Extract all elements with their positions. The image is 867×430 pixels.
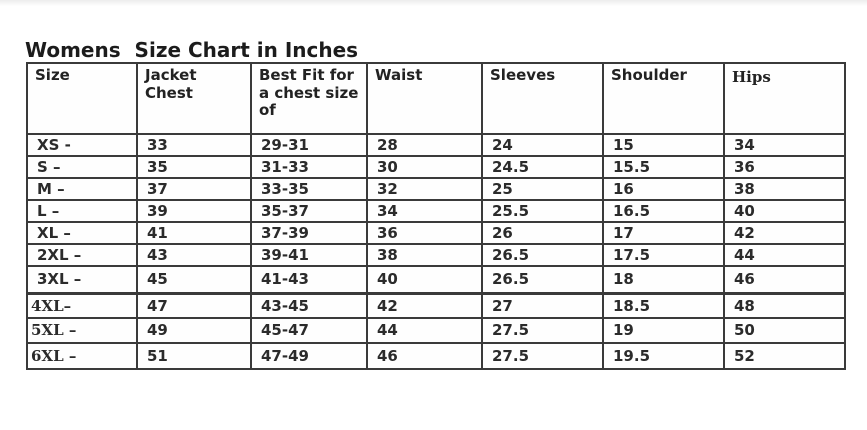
table-body: XS -33 29-31 28 24 15 34 S –35 31-33 30 24.5 15.5 3… — [26, 133, 846, 370]
table-row: L –39 35-37 34 25.5 16.5 40 — [26, 199, 846, 223]
column-header-size: Size — [26, 62, 138, 135]
value-cell: 28 — [366, 133, 483, 157]
value-cell: 26.5 — [481, 243, 604, 267]
value-cell: 36 — [366, 221, 483, 245]
value-cell: 27.5 — [481, 342, 604, 370]
value-cell: 35 — [136, 155, 252, 179]
value-cell: 16.5 — [602, 199, 725, 223]
value-cell: 18 — [602, 265, 725, 295]
value-cell: 37-39 — [250, 221, 368, 245]
value-cell: 16 — [602, 177, 725, 201]
value-cell: 17 — [602, 221, 725, 245]
value-cell: 40 — [723, 199, 846, 223]
value-cell: 34 — [723, 133, 846, 157]
value-cell: 48 — [723, 292, 846, 319]
value-cell: 25 — [481, 177, 604, 201]
value-cell: 38 — [723, 177, 846, 201]
value-cell: 50 — [723, 317, 846, 344]
value-cell: 19 — [602, 317, 725, 344]
value-cell: 39 — [136, 199, 252, 223]
value-cell: 43-45 — [250, 292, 368, 319]
value-cell: 19.5 — [602, 342, 725, 370]
value-cell: 33 — [136, 133, 252, 157]
table-row: 3XL –45 41-43 40 26.5 18 46 — [26, 265, 846, 295]
value-cell: 31-33 — [250, 155, 368, 179]
value-cell: 49 — [136, 317, 252, 344]
table-row: 4XL– 47 43-45 42 27 18.5 48 — [26, 292, 846, 319]
value-cell: 52 — [723, 342, 846, 370]
size-label-cell: 2XL – — [26, 243, 138, 267]
value-cell: 41 — [136, 221, 252, 245]
value-cell: 24 — [481, 133, 604, 157]
page-title: Womens Size Chart in Inches — [25, 38, 359, 62]
value-cell: 47 — [136, 292, 252, 319]
value-cell: 39-41 — [250, 243, 368, 267]
column-header-jacket-chest: Jacket Chest — [136, 62, 252, 135]
value-cell: 24.5 — [481, 155, 604, 179]
value-cell: 15.5 — [602, 155, 725, 179]
table-row: S –35 31-33 30 24.5 15.5 36 — [26, 155, 846, 179]
value-cell: 44 — [723, 243, 846, 267]
size-label-cell: S – — [26, 155, 138, 179]
value-cell: 15 — [602, 133, 725, 157]
value-cell: 18.5 — [602, 292, 725, 319]
value-cell: 47-49 — [250, 342, 368, 370]
size-label-cell: 5XL – — [26, 317, 138, 344]
value-cell: 27 — [481, 292, 604, 319]
value-cell: 37 — [136, 177, 252, 201]
value-cell: 38 — [366, 243, 483, 267]
value-cell: 42 — [723, 221, 846, 245]
value-cell: 26 — [481, 221, 604, 245]
size-chart-table: Size Jacket Chest Best Fit for a chest siz… — [26, 62, 846, 370]
value-cell: 46 — [366, 342, 483, 370]
column-header-sleeves: Sleeves — [481, 62, 604, 135]
value-cell: 36 — [723, 155, 846, 179]
value-cell: 34 — [366, 199, 483, 223]
size-label-cell: M – — [26, 177, 138, 201]
size-label-cell: L – — [26, 199, 138, 223]
table-row: 5XL –49 45-47 44 27.5 19 50 — [26, 317, 846, 344]
value-cell: 27.5 — [481, 317, 604, 344]
size-label-cell: 3XL – — [26, 265, 138, 295]
value-cell: 46 — [723, 265, 846, 295]
value-cell: 43 — [136, 243, 252, 267]
value-cell: 42 — [366, 292, 483, 319]
value-cell: 44 — [366, 317, 483, 344]
column-header-waist: Waist — [366, 62, 483, 135]
value-cell: 25.5 — [481, 199, 604, 223]
column-header-shoulder: Shoulder — [602, 62, 725, 135]
table-row: 6XL –51 47-49 46 27.5 19.5 52 — [26, 342, 846, 370]
column-header-best-fit-for-a-chest-size-of: Best Fit for a chest size of — [250, 62, 368, 135]
table-row: M –37 33-35 32 25 16 38 — [26, 177, 846, 201]
value-cell: 45 — [136, 265, 252, 295]
value-cell: 40 — [366, 265, 483, 295]
value-cell: 41-43 — [250, 265, 368, 295]
size-label-cell: 6XL – — [26, 342, 138, 370]
table-row: XS -33 29-31 28 24 15 34 — [26, 133, 846, 157]
table-row: 2XL –43 39-41 38 26.5 17.5 44 — [26, 243, 846, 267]
value-cell: 51 — [136, 342, 252, 370]
size-label-cell: XS - — [26, 133, 138, 157]
size-label-cell: 4XL– — [26, 292, 138, 319]
value-cell: 17.5 — [602, 243, 725, 267]
value-cell: 33-35 — [250, 177, 368, 201]
table-header-row: Size Jacket Chest Best Fit for a chest siz… — [26, 62, 846, 135]
value-cell: 45-47 — [250, 317, 368, 344]
value-cell: 35-37 — [250, 199, 368, 223]
table-row: XL –41 37-39 36 26 17 42 — [26, 221, 846, 245]
size-label-cell: XL – — [26, 221, 138, 245]
column-header-hips: Hips — [723, 62, 846, 135]
value-cell: 32 — [366, 177, 483, 201]
table-row: Size Jacket Chest Best Fit for a chest siz… — [26, 62, 846, 135]
value-cell: 29-31 — [250, 133, 368, 157]
value-cell: 26.5 — [481, 265, 604, 295]
value-cell: 30 — [366, 155, 483, 179]
